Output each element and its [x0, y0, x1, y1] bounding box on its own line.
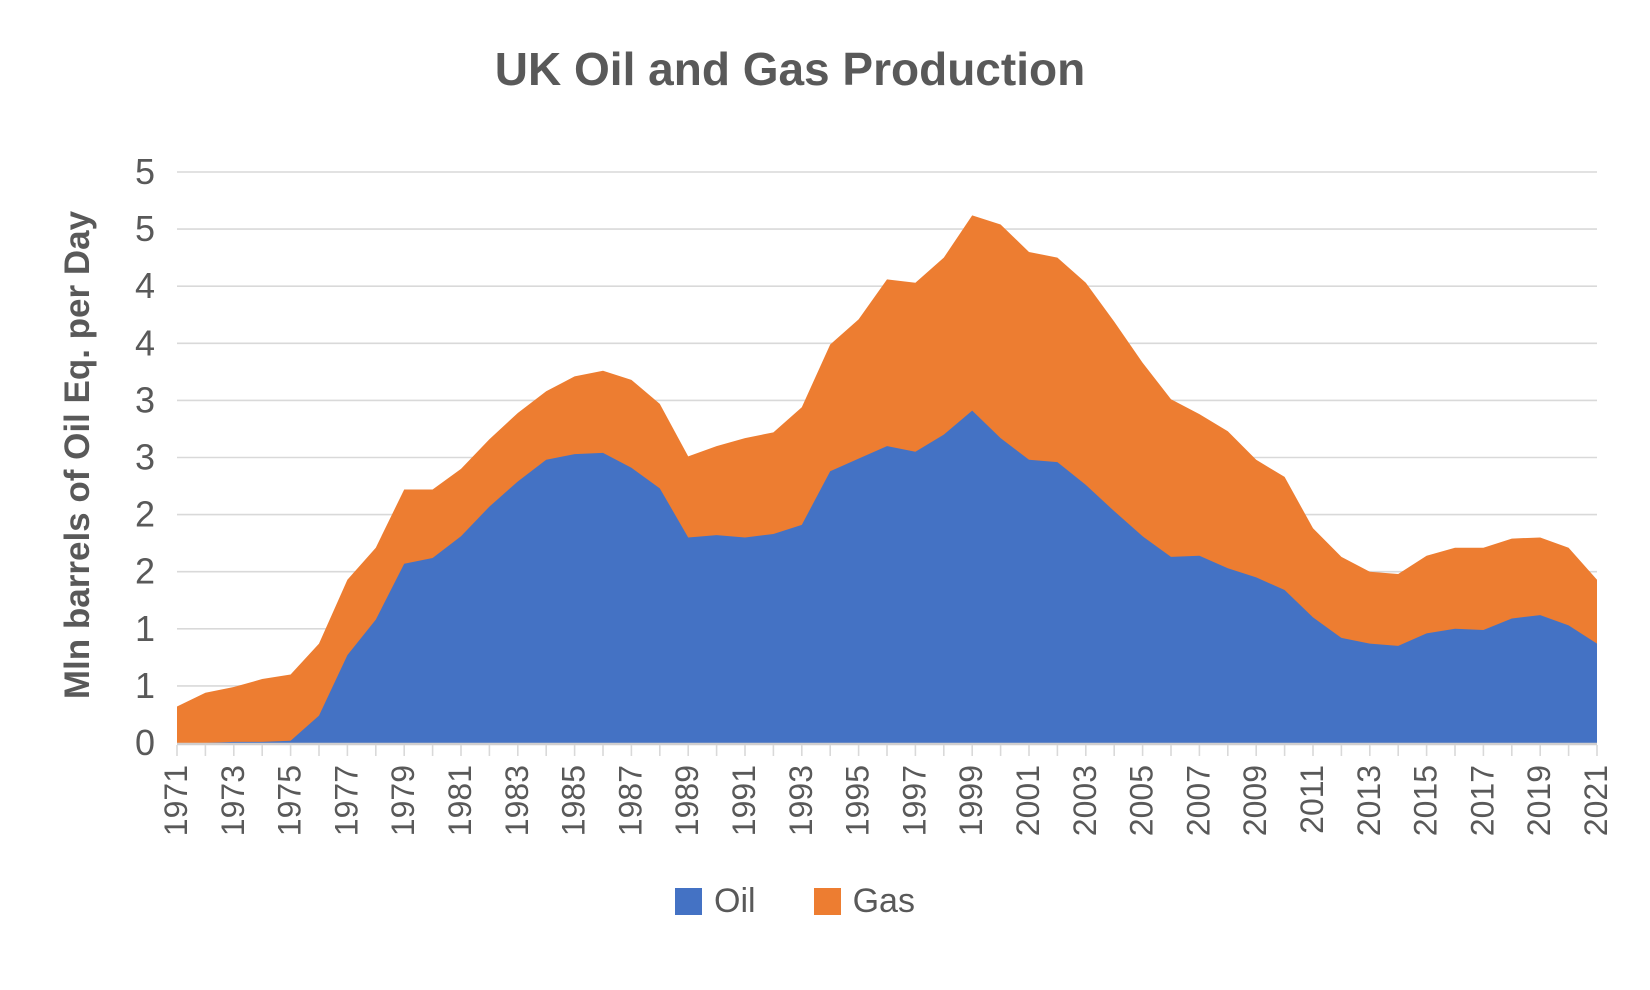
- y-tick-label: 5: [135, 208, 155, 249]
- x-tick-label: 2011: [1294, 765, 1330, 834]
- y-tick-label: 0: [135, 722, 155, 763]
- x-tick-label: 1983: [499, 765, 535, 836]
- x-tick-label: 2021: [1578, 765, 1614, 836]
- x-tick-label: 2005: [1124, 765, 1160, 836]
- y-tick-label: 1: [135, 665, 155, 706]
- legend-item-oil[interactable]: Oil: [675, 882, 756, 921]
- x-tick-label: 1991: [726, 765, 762, 836]
- x-tick-label: 1989: [669, 765, 705, 836]
- x-tick-label: 1981: [442, 765, 478, 836]
- legend: Oil Gas: [0, 882, 1590, 921]
- x-tick-label: 2007: [1180, 765, 1216, 836]
- y-tick-label: 3: [135, 437, 155, 478]
- x-tick-label: 1971: [158, 765, 194, 836]
- y-tick-label: 2: [135, 494, 155, 535]
- legend-label-gas: Gas: [852, 882, 915, 920]
- x-tick-label: 1973: [215, 765, 251, 836]
- x-tick-label: 2013: [1351, 765, 1387, 836]
- x-tick-label: 1997: [896, 765, 932, 836]
- x-tick-label: 1985: [556, 765, 592, 836]
- x-tick-label: 1993: [783, 765, 819, 836]
- y-tick-label: 2: [135, 551, 155, 592]
- x-tick-label: 1975: [272, 765, 308, 836]
- legend-item-gas[interactable]: Gas: [813, 882, 915, 921]
- gas-swatch-icon: [813, 888, 841, 915]
- x-tick-label: 1979: [385, 765, 421, 836]
- x-tick-label: 2001: [1010, 765, 1046, 836]
- y-tick-label: 4: [135, 265, 155, 306]
- x-tick-label: 2003: [1067, 765, 1103, 836]
- y-tick-label: 3: [135, 379, 155, 420]
- x-tick-label: 2017: [1464, 765, 1500, 836]
- x-tick-label: 2009: [1237, 765, 1273, 836]
- x-tick-label: 1977: [328, 765, 364, 836]
- x-tick-label: 1999: [953, 765, 989, 836]
- y-tick-label: 5: [135, 151, 155, 192]
- chart-title: UK Oil and Gas Production: [494, 43, 1086, 95]
- x-tick-label: 2015: [1408, 765, 1444, 836]
- x-tick-label: 1995: [840, 765, 876, 836]
- x-tick-label: 1987: [612, 765, 648, 836]
- oil-swatch-icon: [675, 888, 703, 915]
- x-tick-label: 2019: [1521, 765, 1557, 836]
- y-tick-label: 4: [135, 322, 155, 363]
- y-tick-label: 1: [135, 608, 155, 649]
- legend-label-oil: Oil: [714, 882, 756, 920]
- oil-area: [177, 410, 1597, 743]
